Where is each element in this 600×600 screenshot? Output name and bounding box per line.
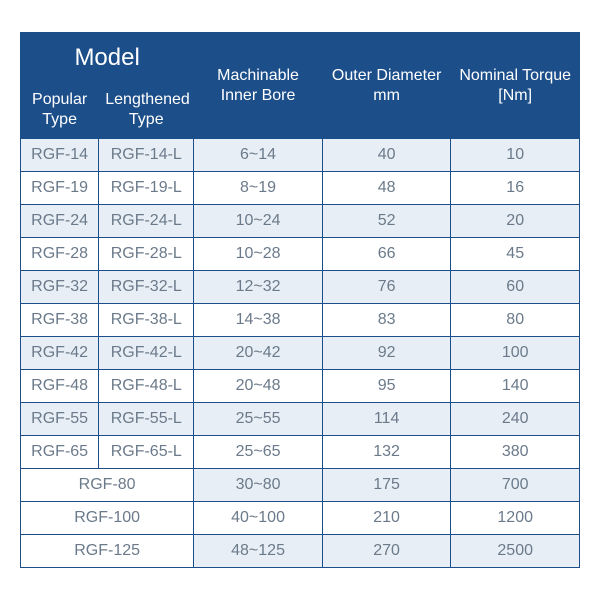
cell-bore: 20~42 (194, 337, 323, 370)
cell-dia: 210 (322, 502, 451, 535)
header-machinable-bore: Machinable Inner Bore (194, 33, 323, 139)
cell-length: RGF-32-L (99, 271, 194, 304)
cell-dia: 270 (322, 535, 451, 568)
cell-torque: 380 (451, 436, 580, 469)
cell-dia: 95 (322, 370, 451, 403)
cell-length: RGF-38-L (99, 304, 194, 337)
cell-model-merged: RGF-100 (21, 502, 194, 535)
cell-bore: 10~28 (194, 238, 323, 271)
cell-dia: 76 (322, 271, 451, 304)
cell-bore: 48~125 (194, 535, 323, 568)
cell-torque: 240 (451, 403, 580, 436)
cell-model-merged: RGF-125 (21, 535, 194, 568)
cell-torque: 16 (451, 172, 580, 205)
cell-dia: 175 (322, 469, 451, 502)
cell-model-merged: RGF-80 (21, 469, 194, 502)
cell-dia: 52 (322, 205, 451, 238)
cell-popular: RGF-14 (21, 139, 99, 172)
cell-bore: 30~80 (194, 469, 323, 502)
header-model: Model (21, 33, 194, 82)
cell-length: RGF-14-L (99, 139, 194, 172)
cell-bore: 25~55 (194, 403, 323, 436)
header-outer-diameter: Outer Diameter mm (322, 33, 451, 139)
cell-dia: 48 (322, 172, 451, 205)
cell-dia: 132 (322, 436, 451, 469)
cell-dia: 40 (322, 139, 451, 172)
cell-popular: RGF-28 (21, 238, 99, 271)
cell-popular: RGF-32 (21, 271, 99, 304)
cell-length: RGF-28-L (99, 238, 194, 271)
cell-length: RGF-65-L (99, 436, 194, 469)
cell-length: RGF-42-L (99, 337, 194, 370)
cell-torque: 1200 (451, 502, 580, 535)
cell-torque: 2500 (451, 535, 580, 568)
cell-popular: RGF-65 (21, 436, 99, 469)
cell-bore: 6~14 (194, 139, 323, 172)
table-header: Model Machinable Inner Bore Outer Diamet… (21, 33, 580, 139)
cell-dia: 83 (322, 304, 451, 337)
cell-bore: 20~48 (194, 370, 323, 403)
cell-torque: 80 (451, 304, 580, 337)
spec-table: Model Machinable Inner Bore Outer Diamet… (20, 32, 580, 568)
cell-length: RGF-19-L (99, 172, 194, 205)
spec-table-container: Model Machinable Inner Bore Outer Diamet… (20, 32, 580, 568)
cell-bore: 25~65 (194, 436, 323, 469)
cell-popular: RGF-55 (21, 403, 99, 436)
cell-torque: 60 (451, 271, 580, 304)
cell-bore: 12~32 (194, 271, 323, 304)
cell-dia: 66 (322, 238, 451, 271)
header-nominal-torque: Nominal Torque [Nm] (451, 33, 580, 139)
cell-popular: RGF-24 (21, 205, 99, 238)
cell-length: RGF-55-L (99, 403, 194, 436)
table-body: RGF-14RGF-14-L6~144010 RGF-19RGF-19-L8~1… (21, 139, 580, 568)
cell-length: RGF-48-L (99, 370, 194, 403)
cell-popular: RGF-19 (21, 172, 99, 205)
cell-bore: 8~19 (194, 172, 323, 205)
cell-torque: 20 (451, 205, 580, 238)
cell-torque: 100 (451, 337, 580, 370)
cell-bore: 40~100 (194, 502, 323, 535)
cell-popular: RGF-48 (21, 370, 99, 403)
cell-popular: RGF-42 (21, 337, 99, 370)
cell-dia: 114 (322, 403, 451, 436)
cell-torque: 140 (451, 370, 580, 403)
cell-dia: 92 (322, 337, 451, 370)
cell-bore: 14~38 (194, 304, 323, 337)
header-popular-type: Popular Type (21, 82, 99, 139)
cell-length: RGF-24-L (99, 205, 194, 238)
cell-popular: RGF-38 (21, 304, 99, 337)
cell-bore: 10~24 (194, 205, 323, 238)
cell-torque: 700 (451, 469, 580, 502)
cell-torque: 10 (451, 139, 580, 172)
cell-torque: 45 (451, 238, 580, 271)
header-lengthened-type: Lengthened Type (99, 82, 194, 139)
